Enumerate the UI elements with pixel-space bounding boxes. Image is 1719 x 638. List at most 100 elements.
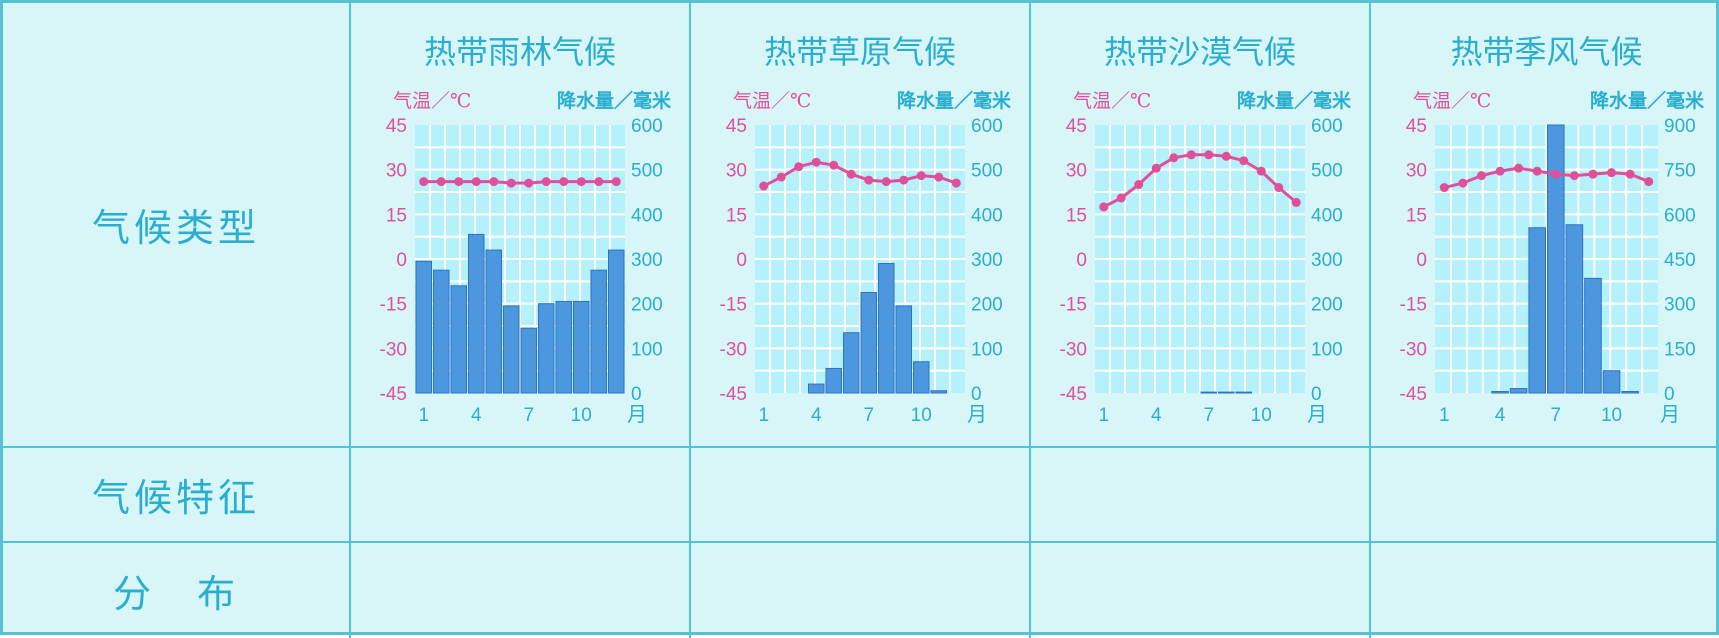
month-tick-label: 7	[863, 405, 874, 426]
temp-tick-label: 45	[386, 116, 407, 137]
precip-tick-label: 900	[1664, 116, 1696, 137]
month-tick-label: 4	[1495, 405, 1506, 426]
temp-tick-label: 0	[1416, 250, 1427, 271]
temperature-point	[1204, 150, 1214, 160]
precip-tick-label: 300	[631, 250, 663, 271]
precip-tick-label: 0	[631, 384, 642, 405]
temp-tick-label: 30	[726, 161, 747, 182]
temperature-point	[1625, 169, 1635, 179]
precip-bar	[608, 249, 625, 394]
precip-tick-label: 600	[971, 116, 1003, 137]
precip-tick-label: 100	[971, 339, 1003, 360]
temperature-point	[1291, 197, 1301, 207]
temp-axis-label: 气温／℃	[1413, 90, 1491, 112]
precip-bar	[913, 361, 930, 394]
row-label-climate-type: 气候类型	[3, 3, 351, 448]
precip-bar	[573, 300, 590, 394]
precip-tick-label: 100	[631, 339, 663, 360]
precip-tick-label: 450	[1664, 250, 1696, 271]
precip-tick-label: 150	[1664, 339, 1696, 360]
temperature-point	[1239, 156, 1249, 166]
precip-tick-label: 400	[1311, 205, 1343, 226]
temperature-point	[1134, 180, 1144, 190]
precip-bar	[1200, 391, 1217, 394]
month-unit-label: 月	[627, 402, 647, 426]
features-cell-monsoon	[1371, 448, 1719, 543]
month-tick-label: 1	[1439, 405, 1450, 426]
month-tick-label: 7	[1551, 405, 1562, 426]
precip-tick-label: 0	[971, 384, 982, 405]
temperature-point	[454, 177, 464, 187]
precip-bar	[878, 262, 895, 394]
month-unit-label: 月	[967, 402, 987, 426]
month-tick-label: 7	[1203, 405, 1214, 426]
month-tick-label: 1	[758, 405, 769, 426]
precip-bar	[468, 233, 485, 394]
chart-title: 热带沙漠气候	[1104, 33, 1296, 71]
temperature-point	[1458, 178, 1468, 188]
row-label-climate-features: 气候特征	[3, 448, 351, 543]
precip-bar	[590, 269, 607, 394]
precip-bar	[1491, 391, 1509, 394]
precip-bar	[860, 292, 877, 394]
temp-tick-label: 30	[1066, 161, 1087, 182]
precip-tick-label: 200	[971, 295, 1003, 316]
temperature-point	[934, 172, 944, 182]
temperature-point	[1116, 193, 1126, 203]
temperature-point	[1439, 183, 1449, 193]
month-tick-label: 4	[1151, 405, 1162, 426]
precip-axis-label: 降水量／毫米	[1237, 89, 1352, 112]
temp-tick-label: 15	[726, 205, 747, 226]
temp-tick-label: 15	[386, 205, 407, 226]
temp-tick-label: -30	[720, 339, 747, 360]
temperature-point	[776, 172, 786, 182]
temp-tick-label: 30	[386, 161, 407, 182]
temperature-point	[1274, 183, 1284, 193]
row-label-distribution: 分 布	[3, 543, 351, 638]
temp-tick-label: -15	[380, 295, 407, 316]
chart-cell-monsoon: 热带季风气候 气温／℃ 降水量／毫米 45 30 15 0 -15 -30 -45 900 750 60…	[1371, 3, 1719, 448]
temperature-point	[1495, 166, 1505, 176]
precip-bar	[485, 249, 502, 394]
temp-axis-label: 气温／℃	[733, 90, 811, 112]
temperature-point	[489, 177, 499, 187]
chart-cell-savanna: 热带草原气候 气温／℃ 降水量／毫米 45 30 15 0 -15 -30 -45 600 500 40…	[691, 3, 1031, 448]
month-unit-label: 月	[1660, 402, 1680, 426]
temperature-point	[1644, 177, 1654, 187]
precip-bar	[520, 327, 537, 394]
temperature-point	[829, 160, 839, 170]
distribution-cell-desert	[1031, 543, 1371, 638]
temperature-point	[594, 177, 604, 187]
chart-title: 热带季风气候	[1450, 33, 1642, 71]
temperature-line	[423, 180, 617, 185]
precip-tick-label: 300	[1311, 250, 1343, 271]
temperature-point	[1551, 169, 1561, 179]
precip-tick-label: 600	[631, 116, 663, 137]
precip-bar	[450, 285, 467, 394]
temperature-point	[436, 177, 446, 187]
precip-tick-label: 300	[1664, 295, 1696, 316]
precip-tick-label: 600	[1311, 116, 1343, 137]
precip-tick-label: 200	[631, 295, 663, 316]
month-tick-label: 1	[1098, 405, 1109, 426]
temp-axis-label: 气温／℃	[1073, 90, 1151, 112]
month-tick-label: 1	[418, 405, 429, 426]
precip-tick-label: 500	[631, 161, 663, 182]
temp-tick-label: -15	[1400, 295, 1427, 316]
month-tick-label: 10	[1251, 405, 1272, 426]
precip-bar	[808, 383, 825, 394]
temp-axis-label: 气温／℃	[393, 90, 471, 112]
temp-tick-label: -45	[720, 384, 747, 405]
temperature-point	[794, 162, 804, 172]
precip-bar	[895, 305, 912, 394]
precip-axis-label: 降水量／毫米	[557, 89, 672, 112]
precip-bar	[1509, 388, 1528, 394]
temperature-point	[864, 175, 874, 185]
temp-tick-label: 45	[1066, 116, 1087, 137]
temp-tick-label: -30	[380, 339, 407, 360]
temperature-point	[759, 181, 769, 191]
precip-bar	[555, 300, 572, 394]
precip-bar	[1621, 391, 1639, 394]
